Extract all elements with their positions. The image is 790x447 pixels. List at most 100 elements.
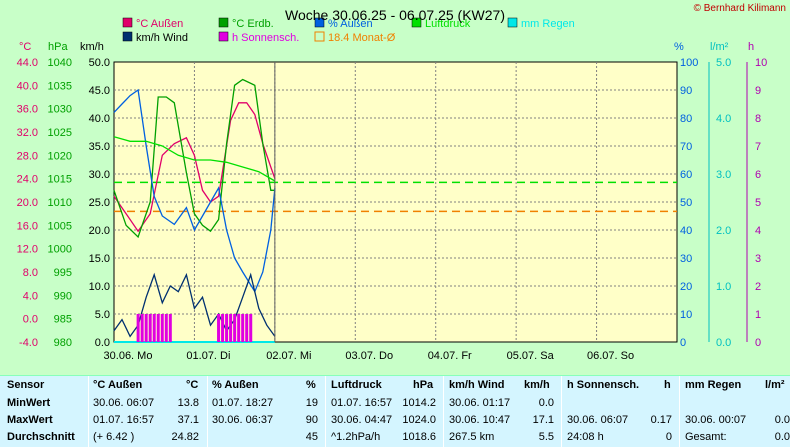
temp-tick-label: 24.0 (17, 174, 38, 186)
sun-tick-label: 1 (755, 309, 761, 321)
sunshine-bar (221, 314, 225, 342)
legend-label: h Sonnensch. (232, 32, 299, 44)
pressure-tick-label: 980 (54, 337, 72, 349)
stats-cell-press-val: 1014.2 (402, 397, 436, 409)
legend-swatch (218, 31, 229, 42)
series-line (113, 88, 276, 294)
pressure-tick-label: 1000 (48, 244, 72, 256)
sun-tick-label: 8 (755, 113, 761, 125)
pressure-axis-unit: hPa (48, 41, 68, 53)
chart-title: Woche 30.06.25 - 06.07.25 (KW27) (285, 7, 505, 23)
series-line (113, 136, 276, 182)
humidity-tick-label: 10 (680, 309, 692, 321)
wind-tick-label: 25.0 (89, 197, 110, 209)
stats-row: MaxWert 01.07. 16:57 37.1 30.06. 06:37 90 30.… (0, 414, 790, 430)
stats-cell-temp-time: 01.07. 16:57 (93, 414, 155, 426)
copyright-text: © Bernhard Kilimann (693, 3, 786, 14)
pressure-tick-label: 1015 (48, 174, 72, 186)
axes: 44.040.036.032.028.024.020.016.012.08.04… (17, 41, 768, 362)
stats-cell-wind-val: 17.1 (532, 414, 554, 426)
stats-header-temp-unit: °C (186, 379, 199, 391)
series-line (113, 102, 276, 233)
stats-cell-press-val: 1024.0 (402, 414, 436, 426)
stats-cell-sun-time: 30.06. 06:07 (567, 414, 629, 426)
wind-axis-unit: km/h (80, 41, 104, 53)
legend-label: 18.4 Monat-Ø (328, 32, 396, 44)
rain-tick-label: 3.0 (716, 169, 731, 181)
sunshine-bar (160, 314, 164, 342)
wind-tick-label: 0.0 (95, 337, 110, 349)
humidity-tick-label: 0 (680, 337, 686, 349)
legend-label: Luftdruck (425, 18, 471, 30)
sunshine-bar (140, 314, 144, 342)
pressure-tick-label: 1020 (48, 150, 72, 162)
temp-tick-label: 16.0 (17, 220, 38, 232)
sunshine-bar (152, 314, 156, 342)
humidity-tick-label: 60 (680, 169, 692, 181)
pressure-tick-label: 990 (54, 290, 72, 302)
sunshine-bar (233, 314, 237, 342)
pressure-tick-label: 1025 (48, 127, 72, 139)
sun-tick-label: 6 (755, 169, 761, 181)
stats-header-pressure-unit: hPa (413, 379, 434, 391)
temp-tick-label: 32.0 (17, 127, 38, 139)
plot-area (113, 61, 678, 343)
pressure-tick-label: 1010 (48, 197, 72, 209)
sunshine-bar (168, 314, 172, 342)
pressure-tick-label: 1030 (48, 104, 72, 116)
stats-cell-wind-val: 5.5 (538, 431, 554, 443)
stats-cell-temp-val: 24.82 (171, 431, 199, 443)
temp-tick-label: 0.0 (23, 314, 38, 326)
stats-table: Sensor °C Außen °C % Außen % Luftdruck h… (0, 375, 790, 447)
stats-cell-temp-val: 13.8 (177, 397, 199, 409)
stats-header-rain-unit: l/m² (765, 379, 785, 391)
temp-tick-label: 20.0 (17, 197, 38, 209)
stats-header-pressure: Luftdruck (331, 379, 382, 391)
temp-tick-label: 36.0 (17, 104, 38, 116)
legend-swatch (122, 17, 133, 28)
sun-tick-label: 9 (755, 85, 761, 97)
legend: °C Außen °C Erdb. % Außen Luftdruck mm Regen… (122, 17, 575, 44)
stats-header-rain: mm Regen (685, 379, 742, 391)
stats-cell-sun-val: 0 (665, 431, 672, 443)
stats-cell-temp-time: (+ 6.42 ) (93, 431, 135, 443)
wind-tick-label: 15.0 (89, 253, 110, 265)
sun-tick-label: 7 (755, 141, 761, 153)
stats-header-sensor: Sensor (7, 379, 45, 391)
pressure-tick-label: 1035 (48, 80, 72, 92)
sunshine-bar (148, 314, 152, 342)
sunshine-bar (237, 314, 241, 342)
sunshine-bar (241, 314, 245, 342)
weather-chart: °C Außen °C Erdb. % Außen Luftdruck mm Regen… (17, 7, 768, 362)
x-tick-label: 02.07. Mi (266, 350, 311, 362)
x-tick-label: 04.07. Fr (428, 350, 472, 362)
stats-header-humidity: % Außen (212, 379, 259, 391)
x-tick-label: 03.07. Do (345, 350, 393, 362)
stats-cell-hum-val: 90 (305, 414, 318, 426)
x-tick-label: 05.07. Sa (507, 350, 555, 362)
stats-cell-hum-time: 01.07. 18:27 (212, 397, 274, 409)
humidity-tick-label: 80 (680, 113, 692, 125)
wind-tick-label: 35.0 (89, 141, 110, 153)
sun-tick-label: 10 (755, 57, 767, 69)
temp-tick-label: 28.0 (17, 150, 38, 162)
sunshine-bar (144, 314, 148, 342)
wind-tick-label: 45.0 (89, 85, 110, 97)
sunshine-bar (164, 314, 168, 342)
sunshine-bar (217, 314, 221, 342)
stats-row: Durchschnitt (+ 6.42 ) 24.82 45 ^1.2hPa/h 101… (0, 431, 790, 447)
stats-header-temp: °C Außen (93, 379, 143, 391)
stats-cell-label: MaxWert (7, 414, 53, 426)
sunshine-bar (245, 314, 249, 342)
humidity-tick-label: 70 (680, 141, 692, 153)
stats-header-sun: h Sonnensch. (567, 379, 640, 391)
stats-cell-label: MinWert (7, 397, 51, 409)
humidity-tick-label: 90 (680, 85, 692, 97)
stats-cell-wind-time: 267.5 km (449, 431, 495, 443)
stats-cell-label: Durchschnitt (7, 431, 75, 443)
temp-tick-label: -4.0 (19, 337, 38, 349)
humidity-tick-label: 30 (680, 253, 692, 265)
rain-axis-unit: l/m² (710, 41, 729, 53)
sun-tick-label: 0 (755, 337, 761, 349)
legend-label: °C Erdb. (232, 18, 274, 30)
